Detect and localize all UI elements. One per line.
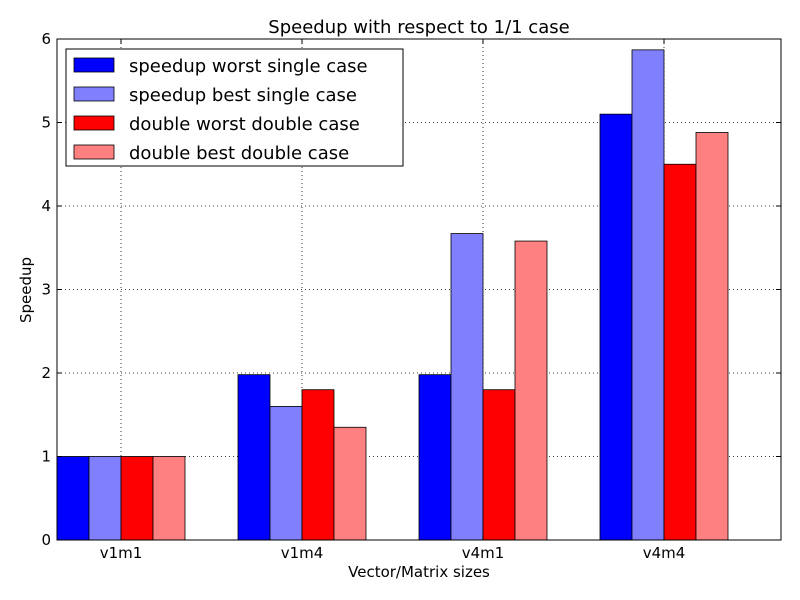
bars [56,49,729,541]
legend-swatch [73,115,115,131]
legend-label: speedup best single case [129,85,357,106]
y-tick-label: 2 [41,364,51,382]
legend: speedup worst single case speedup best si… [65,48,404,167]
legend-label: double worst double case [129,114,360,135]
y-tick-label: 1 [41,448,51,466]
bar-v1m4-series-2 [269,405,303,541]
bar-v4m1-series-3 [482,389,516,541]
legend-swatch [73,57,115,73]
bar-v4m4-series-2 [631,49,665,541]
y-tick-label: 6 [41,30,51,48]
y-tick-label: 4 [41,197,51,215]
legend-frame [65,48,404,167]
bar-v1m1-series-3 [120,456,154,541]
x-axis-label: Vector/Matrix sizes [348,563,490,581]
bar-v4m1-series-4 [514,240,548,541]
bar-v4m4-series-3 [663,163,697,541]
legend-swatch [73,86,115,102]
chart-title: Speedup with respect to 1/1 case [268,17,569,38]
y-tick-label: 5 [41,114,51,132]
bar-v1m4-series-3 [301,389,335,541]
x-tick-label: v4m1 [462,544,505,562]
bar-v1m1-series-4 [152,456,186,541]
x-tick-label: v1m1 [100,544,143,562]
bar-v4m1-series-2 [450,233,484,541]
bar-v1m4-series-4 [333,426,367,541]
bar-v4m1-series-1 [418,374,452,541]
bar-v1m1-series-1 [56,456,90,541]
bar-v4m4-series-1 [599,113,633,541]
x-tick-label: v1m4 [281,544,324,562]
bar-v1m1-series-2 [88,456,122,541]
legend-swatch [73,144,115,160]
legend-label: speedup worst single case [129,56,368,77]
legend-label: double best double case [129,143,349,164]
y-tick-label: 0 [41,531,51,549]
bar-v4m4-series-4 [695,132,729,541]
y-tick-label: 3 [41,281,51,299]
x-tick-label: v4m4 [643,544,686,562]
bar-v1m4-series-1 [237,374,271,541]
y-axis-label: Speedup [17,257,35,323]
ticks: 0 1 2 3 4 5 6 v1m1 v1m4 v4m1 v4m4 [41,30,781,562]
